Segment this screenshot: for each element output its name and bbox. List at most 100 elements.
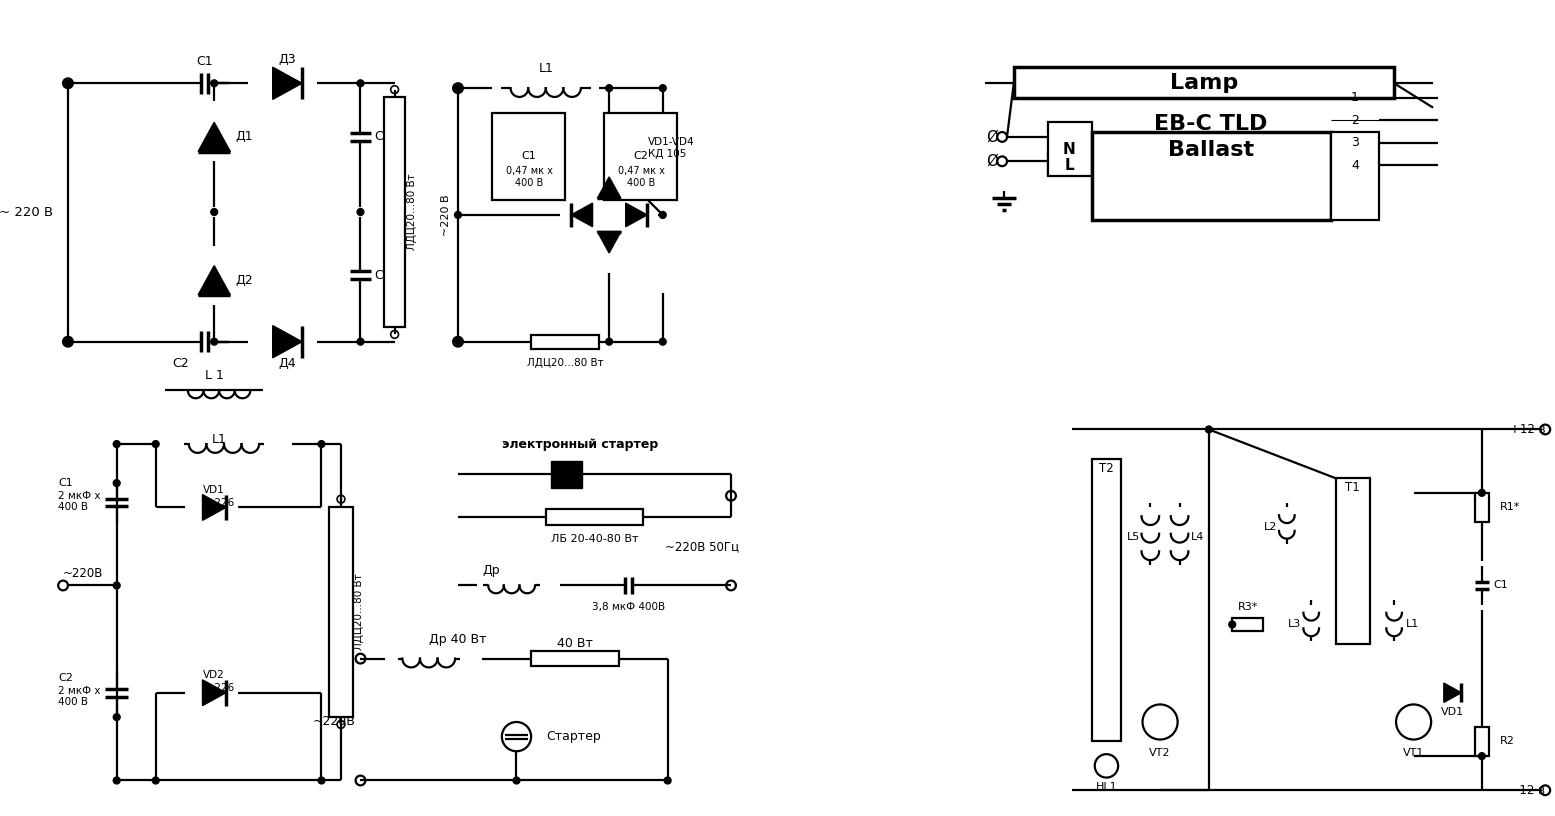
Circle shape	[114, 441, 120, 447]
Circle shape	[454, 211, 462, 219]
Bar	[1476, 493, 1488, 522]
Text: электронный стартер: электронный стартер	[502, 437, 658, 450]
Text: VD1: VD1	[202, 485, 224, 495]
Circle shape	[454, 85, 462, 91]
Text: ~ 220 В: ~ 220 В	[0, 206, 53, 219]
Text: L1: L1	[1406, 619, 1420, 629]
Polygon shape	[272, 67, 302, 100]
Text: -12 в: -12 в	[1515, 783, 1546, 796]
Text: С1: С1	[196, 55, 213, 69]
Text: 4: 4	[1351, 158, 1359, 171]
Circle shape	[211, 80, 218, 86]
Circle shape	[606, 85, 613, 91]
Polygon shape	[202, 680, 225, 706]
Text: VT1: VT1	[1403, 748, 1424, 758]
Circle shape	[1228, 621, 1236, 628]
Circle shape	[211, 339, 218, 345]
Text: Др 40 Вт: Др 40 Вт	[429, 632, 487, 645]
Polygon shape	[202, 494, 225, 521]
Text: +12 в: +12 в	[1510, 423, 1546, 436]
Text: 0,47 мк x: 0,47 мк x	[617, 166, 664, 176]
Bar	[384, 97, 406, 326]
Circle shape	[319, 441, 325, 447]
Bar	[330, 507, 353, 716]
Text: 400 В: 400 В	[515, 178, 543, 188]
Text: VT2: VT2	[1149, 748, 1171, 758]
Text: 2: 2	[1351, 114, 1359, 126]
Text: Д4: Д4	[278, 357, 295, 370]
Text: ЛДЦ20...80 Вт: ЛДЦ20...80 Вт	[407, 174, 417, 251]
Text: Ø: Ø	[986, 130, 998, 144]
Polygon shape	[197, 122, 230, 152]
Circle shape	[114, 582, 120, 589]
Circle shape	[1205, 426, 1213, 432]
Text: Д 226: Д 226	[202, 498, 233, 508]
Text: 400 В: 400 В	[58, 503, 89, 512]
Circle shape	[659, 339, 666, 345]
Polygon shape	[197, 266, 230, 295]
Text: ~220 В: ~220 В	[442, 194, 451, 236]
Text: ~220В: ~220В	[64, 567, 104, 580]
Text: Д1: Д1	[236, 131, 253, 144]
Text: С2: С2	[171, 357, 188, 370]
Text: Lamp: Lamp	[1169, 73, 1238, 93]
Text: ~220В 50Гц: ~220В 50Гц	[666, 540, 739, 553]
Polygon shape	[1445, 683, 1462, 703]
Circle shape	[319, 777, 325, 784]
Text: 400 В: 400 В	[627, 178, 656, 188]
Bar	[1092, 459, 1121, 742]
Text: Стартер: Стартер	[546, 730, 600, 743]
Circle shape	[659, 211, 666, 219]
Circle shape	[1479, 490, 1485, 496]
Polygon shape	[597, 177, 620, 198]
Text: EB-C TLD: EB-C TLD	[1154, 114, 1267, 135]
Bar	[605, 113, 678, 200]
Text: N: N	[1064, 142, 1076, 157]
Circle shape	[358, 80, 364, 86]
Bar	[532, 651, 619, 667]
Bar	[546, 509, 644, 525]
Text: С4: С4	[375, 269, 390, 282]
Text: ~220В: ~220В	[313, 716, 356, 729]
Text: 2 мкФ х: 2 мкФ х	[58, 490, 101, 501]
Bar	[1092, 132, 1331, 220]
Bar	[1048, 122, 1092, 176]
Circle shape	[358, 339, 364, 345]
Bar	[1331, 132, 1379, 220]
Text: T1: T1	[1345, 481, 1359, 494]
Circle shape	[114, 714, 120, 721]
Text: 0,47 мк x: 0,47 мк x	[505, 166, 552, 176]
Polygon shape	[597, 232, 620, 253]
Bar	[550, 461, 582, 488]
Circle shape	[513, 777, 519, 784]
Bar	[1014, 67, 1395, 98]
Text: С1: С1	[522, 152, 536, 162]
Polygon shape	[272, 326, 302, 357]
Text: Д3: Д3	[278, 53, 295, 66]
Bar	[1476, 727, 1488, 756]
Circle shape	[606, 339, 613, 345]
Text: T2: T2	[1099, 462, 1113, 475]
Text: 40 Вт: 40 Вт	[557, 637, 592, 650]
Circle shape	[152, 441, 159, 447]
Text: R1*: R1*	[1499, 503, 1519, 512]
Text: L3: L3	[1288, 619, 1302, 629]
Bar	[1232, 618, 1264, 632]
Bar	[491, 113, 566, 200]
Circle shape	[454, 339, 462, 345]
Text: L4: L4	[1191, 532, 1205, 542]
Circle shape	[64, 339, 72, 345]
Circle shape	[211, 209, 218, 215]
Text: 3: 3	[1351, 136, 1359, 149]
Text: C1: C1	[1493, 580, 1508, 591]
Circle shape	[152, 777, 159, 784]
Text: Ø: Ø	[986, 153, 998, 169]
Text: L2: L2	[1264, 522, 1277, 532]
Text: С3: С3	[375, 131, 390, 144]
Text: 1: 1	[1351, 91, 1359, 104]
Circle shape	[659, 85, 666, 91]
Circle shape	[358, 209, 364, 215]
Circle shape	[1479, 752, 1485, 760]
Text: L1: L1	[211, 432, 227, 446]
Text: L: L	[1065, 157, 1075, 173]
